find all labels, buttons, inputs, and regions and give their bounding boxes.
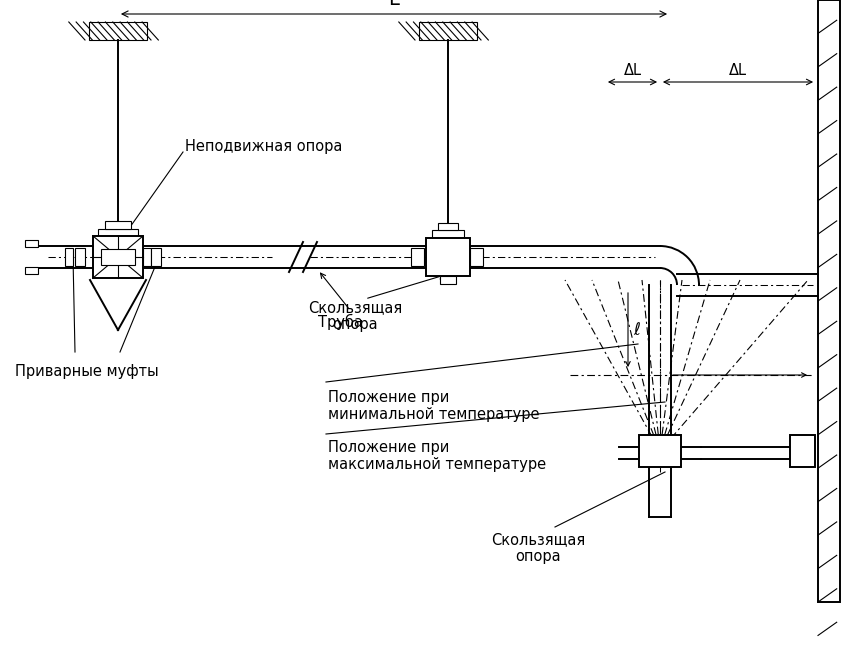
Bar xyxy=(105,221,131,229)
Bar xyxy=(151,248,161,266)
Bar xyxy=(818,0,840,602)
Bar xyxy=(411,248,424,266)
Bar xyxy=(65,248,73,266)
Bar xyxy=(426,238,470,276)
Text: Скользящая
опора: Скользящая опора xyxy=(490,532,585,565)
Bar xyxy=(101,249,135,265)
Bar xyxy=(790,435,815,467)
Text: L: L xyxy=(388,0,399,9)
Bar xyxy=(440,276,456,284)
Bar xyxy=(89,22,147,40)
Text: Приварные муфты: Приварные муфты xyxy=(15,364,159,379)
Text: ΔL: ΔL xyxy=(729,63,747,78)
Bar xyxy=(25,267,38,274)
Bar xyxy=(75,248,85,266)
Bar xyxy=(25,240,38,247)
Text: ΔL: ΔL xyxy=(624,63,642,78)
Bar xyxy=(98,229,138,238)
Bar xyxy=(438,223,458,230)
Bar xyxy=(93,236,143,278)
Text: Положение при
минимальной температуре: Положение при минимальной температуре xyxy=(328,390,540,422)
Text: ℓ: ℓ xyxy=(633,321,640,339)
Bar xyxy=(419,22,477,40)
Text: Неподвижная опора: Неподвижная опора xyxy=(185,139,343,154)
Bar xyxy=(470,248,483,266)
Text: Положение при
максимальной температуре: Положение при максимальной температуре xyxy=(328,440,546,473)
Bar xyxy=(143,248,151,266)
Text: Труба: Труба xyxy=(318,314,363,330)
Text: Скользящая
опора: Скользящая опора xyxy=(308,300,402,332)
Bar xyxy=(639,435,681,467)
Bar xyxy=(432,230,464,238)
